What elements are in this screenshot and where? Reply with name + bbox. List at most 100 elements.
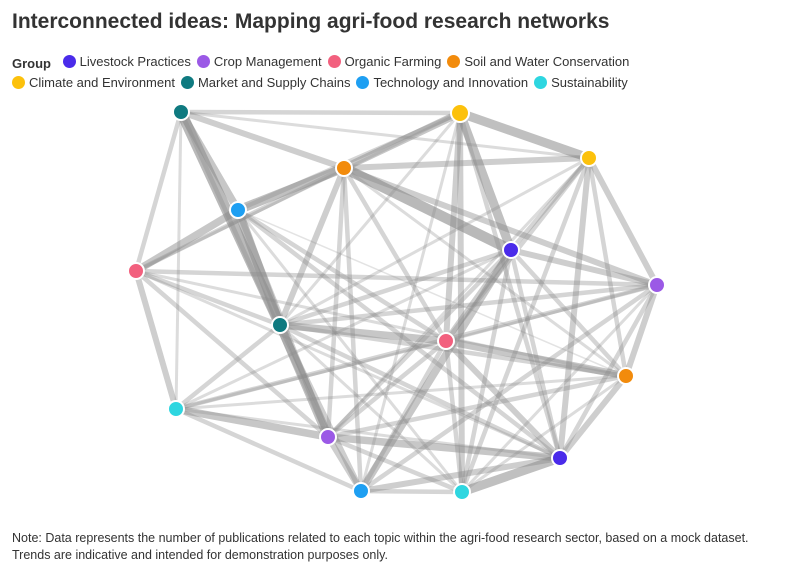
network-link <box>586 155 660 288</box>
legend-item[interactable]: Organic Farming <box>327 52 442 71</box>
legend-item[interactable]: Livestock Practices <box>62 52 191 71</box>
network-link <box>276 321 450 345</box>
network-node[interactable] <box>648 276 666 294</box>
network-link <box>460 374 628 494</box>
network-node[interactable] <box>580 149 598 167</box>
network-link <box>557 155 592 461</box>
network-graph <box>127 103 666 501</box>
network-node[interactable] <box>319 428 337 446</box>
network-link <box>557 282 660 461</box>
network-link <box>341 155 592 171</box>
legend-swatch <box>356 76 370 89</box>
footnote: Note: Data represents the number of publ… <box>12 531 749 562</box>
network-link <box>134 111 462 273</box>
network-link <box>326 156 591 439</box>
network-link <box>443 338 465 495</box>
network-link <box>459 155 592 495</box>
network-link <box>460 283 659 494</box>
legend-item[interactable]: Climate and Environment <box>12 73 175 92</box>
network-link <box>278 111 462 327</box>
network-node[interactable] <box>450 103 470 123</box>
network-link <box>174 407 562 460</box>
network-link <box>457 110 465 495</box>
network-link <box>357 246 515 495</box>
network-link <box>325 434 364 494</box>
network-link <box>173 322 283 412</box>
network-link <box>342 166 628 378</box>
legend-label: Sustainability <box>551 75 628 90</box>
chart-title: Interconnected ideas: Mapping agri-food … <box>12 10 610 33</box>
network-node[interactable] <box>271 316 289 334</box>
legend-item[interactable]: Market and Supply Chains <box>180 73 351 92</box>
network-link <box>174 110 183 411</box>
network-link <box>134 269 628 378</box>
network-link <box>174 339 448 411</box>
network-link <box>178 109 347 171</box>
legend-item[interactable]: Sustainability <box>534 73 628 92</box>
network-link <box>179 110 591 160</box>
legend-item[interactable]: Soil and Water Conservation <box>447 52 629 71</box>
network-link <box>133 268 331 440</box>
network-node[interactable] <box>352 482 370 500</box>
legend-swatch <box>62 55 76 68</box>
network-link <box>444 283 659 343</box>
network-link <box>277 322 563 461</box>
network-node[interactable] <box>617 367 635 385</box>
network-node[interactable] <box>437 332 455 350</box>
legend-label: Climate and Environment <box>29 75 175 90</box>
network-node[interactable] <box>167 400 185 418</box>
network-node[interactable] <box>551 449 569 467</box>
legend-label: Soil and Water Conservation <box>464 54 630 69</box>
network-link <box>443 247 514 344</box>
legend-swatch <box>447 55 461 68</box>
network-link <box>338 162 517 256</box>
network-link <box>324 433 564 462</box>
network-link <box>277 247 514 328</box>
network-link <box>235 207 563 461</box>
legend-item[interactable]: Crop Management <box>196 52 322 71</box>
network-link <box>325 373 629 440</box>
legend-label: Organic Farming <box>344 54 442 69</box>
legend: Group Livestock Practices Crop Management… <box>12 52 692 94</box>
network-link <box>277 165 347 328</box>
network-link <box>508 247 660 288</box>
legend-swatch <box>180 76 194 89</box>
network-link <box>325 247 514 440</box>
network-node[interactable] <box>335 159 353 177</box>
network-link <box>233 205 285 330</box>
network-link <box>174 374 628 411</box>
network-link <box>557 373 629 461</box>
network-link <box>134 269 562 460</box>
network-link <box>459 247 514 495</box>
network-node[interactable] <box>172 103 190 121</box>
network-link <box>341 165 660 288</box>
network-link <box>277 322 364 494</box>
network-node[interactable] <box>453 483 471 501</box>
network-link <box>174 248 513 411</box>
network-link <box>325 434 465 495</box>
network-link <box>340 109 464 172</box>
network-link <box>172 405 332 441</box>
network-link <box>455 108 594 163</box>
network-link <box>277 282 660 328</box>
network-link <box>455 108 516 255</box>
legend-label: Market and Supply Chains <box>197 75 351 90</box>
network-link <box>442 337 630 380</box>
network-link <box>132 206 242 275</box>
network-link <box>341 165 364 494</box>
legend-item[interactable]: Technology and Innovation <box>356 73 528 92</box>
network-link <box>237 209 627 377</box>
network-link <box>133 268 283 328</box>
legend-swatch <box>196 55 210 68</box>
network-node[interactable] <box>229 201 247 219</box>
network-link <box>325 338 449 440</box>
network-node[interactable] <box>502 241 520 259</box>
network-link <box>457 110 563 461</box>
network-link <box>236 208 464 494</box>
network-link <box>133 268 660 288</box>
network-link <box>586 155 629 379</box>
network-link <box>325 165 347 440</box>
network-link <box>133 268 179 412</box>
links-layer <box>132 106 660 497</box>
network-node[interactable] <box>127 262 145 280</box>
